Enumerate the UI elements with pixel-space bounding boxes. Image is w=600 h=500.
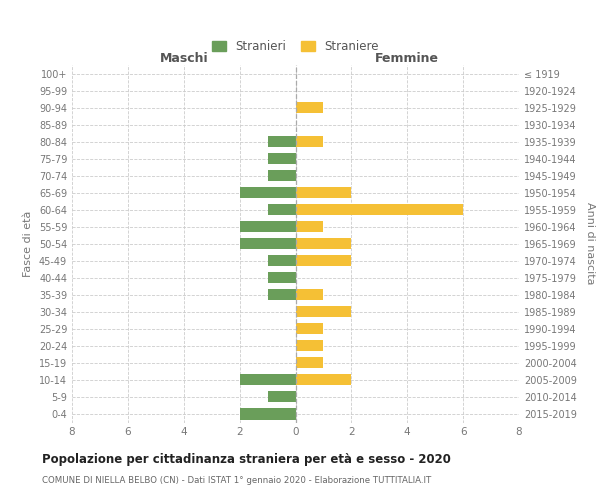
Y-axis label: Anni di nascita: Anni di nascita — [585, 202, 595, 285]
Bar — [296, 306, 352, 318]
Bar — [296, 324, 323, 334]
Bar — [268, 204, 296, 215]
Text: COMUNE DI NIELLA BELBO (CN) - Dati ISTAT 1° gennaio 2020 - Elaborazione TUTTITAL: COMUNE DI NIELLA BELBO (CN) - Dati ISTAT… — [42, 476, 431, 485]
Bar — [239, 374, 296, 386]
Bar — [296, 255, 352, 266]
Bar — [268, 170, 296, 181]
Y-axis label: Fasce di età: Fasce di età — [23, 210, 33, 277]
Bar — [296, 374, 352, 386]
Bar — [296, 204, 463, 215]
Text: Popolazione per cittadinanza straniera per età e sesso - 2020: Popolazione per cittadinanza straniera p… — [42, 452, 451, 466]
Bar — [239, 238, 296, 250]
Bar — [239, 221, 296, 232]
Bar — [268, 136, 296, 147]
Bar — [296, 102, 323, 113]
Text: Maschi: Maschi — [160, 52, 208, 65]
Bar — [268, 255, 296, 266]
Bar — [239, 187, 296, 198]
Bar — [296, 187, 352, 198]
Bar — [296, 238, 352, 250]
Text: Femmine: Femmine — [375, 52, 439, 65]
Legend: Stranieri, Straniere: Stranieri, Straniere — [208, 35, 383, 58]
Bar — [268, 272, 296, 283]
Bar — [268, 290, 296, 300]
Bar — [296, 358, 323, 368]
Bar — [239, 408, 296, 420]
Bar — [296, 221, 323, 232]
Bar — [268, 153, 296, 164]
Bar — [296, 136, 323, 147]
Bar — [296, 340, 323, 351]
Bar — [296, 290, 323, 300]
Bar — [268, 392, 296, 402]
